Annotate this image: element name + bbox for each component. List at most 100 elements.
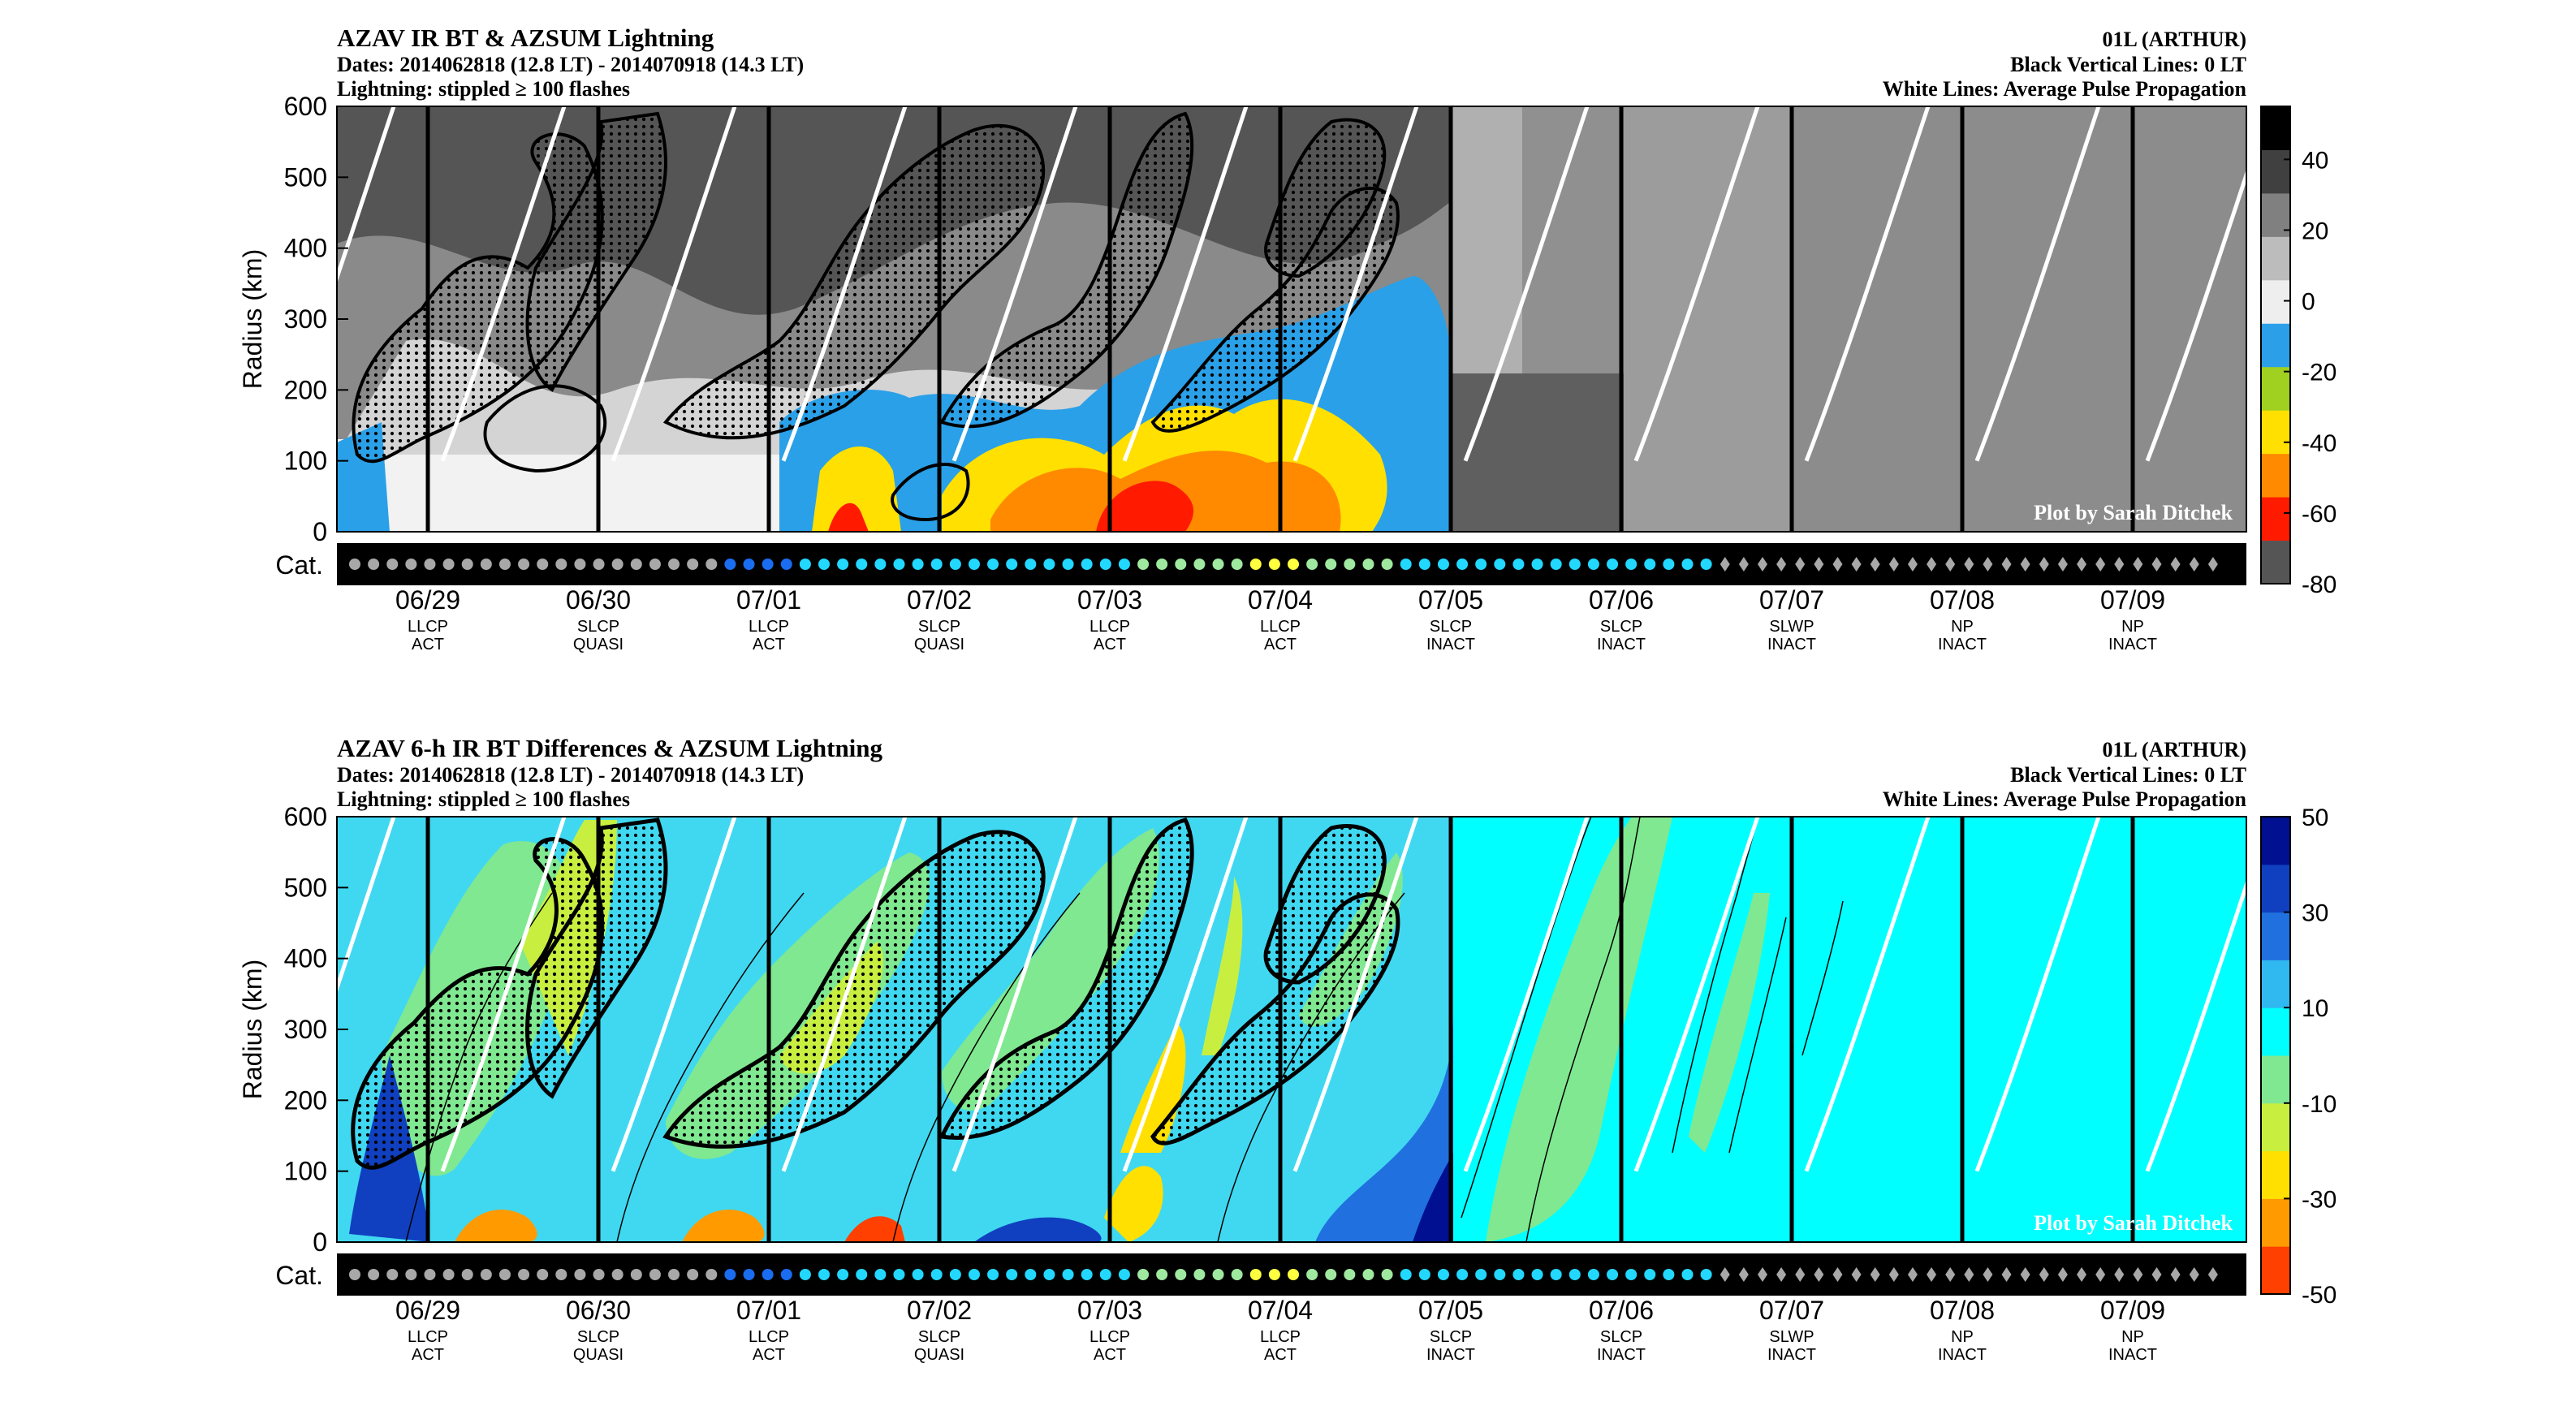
y-tick-label: 500 [284, 162, 327, 192]
colorbar-segment [2261, 1198, 2290, 1247]
category-dot [1437, 1269, 1449, 1280]
category-dot [1193, 559, 1206, 570]
category-dot [349, 559, 360, 570]
category-dot [1607, 559, 1619, 570]
x-date-label: 07/03 [1077, 1296, 1142, 1325]
colorbar-tick-label: -50 [2302, 1282, 2337, 1309]
category-diamond [1870, 557, 1880, 572]
colorbar-tick-label: -40 [2302, 430, 2337, 457]
category-diamond [2207, 1267, 2218, 1282]
category-dot [743, 1269, 755, 1280]
x-date-label: 07/04 [1248, 585, 1313, 615]
category-dot [1568, 1269, 1581, 1280]
category-dot [687, 559, 699, 570]
x-date-label: 06/29 [395, 1296, 460, 1325]
colorbar-tick-label: 10 [2302, 995, 2328, 1022]
top-credit: Plot by Sarah Ditchek [2034, 501, 2233, 524]
category-diamond [1795, 557, 1806, 572]
category-dot [1137, 559, 1150, 570]
category-dot [1156, 1269, 1168, 1280]
category-dot [1437, 559, 1449, 570]
colorbar-segment [2261, 149, 2290, 194]
category-dot [1587, 559, 1599, 570]
bottom-subtitle-lightning: Lightning: stippled ≥ 100 flashes [337, 787, 630, 811]
propagation-line [781, 106, 908, 462]
colorbar-segment [2261, 497, 2290, 541]
colorbar-segment [2261, 960, 2290, 1008]
category-dot [1268, 1269, 1280, 1280]
category-diamond [1738, 557, 1749, 572]
top-propagation-lines [337, 106, 2246, 462]
bottom-category-markers [349, 1267, 2218, 1282]
x-activity-label: INACT [1597, 636, 1646, 654]
category-diamond [1832, 1267, 1843, 1282]
category-dot [611, 1269, 624, 1280]
colorbar-segment [2261, 864, 2290, 913]
category-dot [1550, 1269, 1562, 1280]
x-phase-label: NP [1951, 1328, 1974, 1346]
category-dot [1418, 559, 1430, 570]
category-dot [893, 1269, 905, 1280]
x-phase-label: NP [2121, 1328, 2144, 1346]
category-dot [724, 559, 736, 570]
category-dot [1099, 1269, 1111, 1280]
category-diamond [1814, 557, 1824, 572]
colorbar-segment [2261, 1246, 2290, 1295]
category-dot [1025, 1269, 1037, 1280]
category-diamond [1945, 1267, 1956, 1282]
category-diamond [1927, 557, 1937, 572]
y-tick-label: 200 [284, 1085, 327, 1115]
x-phase-label: NP [1951, 618, 1974, 636]
category-dot [912, 559, 924, 570]
category-diamond [1758, 557, 1767, 572]
x-activity-label: INACT [2108, 636, 2157, 654]
category-diamond [2151, 557, 2162, 572]
colorbar-tick-label: 40 [2302, 147, 2328, 174]
category-dot [818, 559, 830, 570]
x-activity-label: ACT [412, 1346, 444, 1364]
category-dot [1212, 1269, 1224, 1280]
x-date-label: 07/09 [2100, 1296, 2165, 1325]
category-dot [461, 559, 473, 570]
propagation-line [1292, 817, 1419, 1172]
y-tick-label: 100 [284, 446, 327, 476]
category-dot [649, 1269, 661, 1280]
colorbar-tick-label: -20 [2302, 360, 2337, 386]
category-dot [987, 1269, 999, 1280]
category-dot [856, 1269, 868, 1280]
x-phase-label: SLWP [1769, 1328, 1814, 1346]
category-dot [1175, 1269, 1187, 1280]
category-dot [818, 1269, 830, 1280]
propagation-line [1974, 817, 2101, 1172]
category-dot [630, 1269, 642, 1280]
category-dot [574, 559, 586, 570]
category-dot [1418, 1269, 1430, 1280]
category-dot [930, 1269, 943, 1280]
bottom-thin-contours [405, 817, 1844, 1242]
category-dot [405, 559, 417, 570]
category-dot [1025, 559, 1037, 570]
category-dot [424, 559, 436, 570]
category-diamond [1945, 557, 1956, 572]
category-diamond [1907, 557, 1918, 572]
x-phase-label: LLCP [408, 1328, 448, 1346]
category-dot [1062, 1269, 1074, 1280]
x-activity-label: ACT [1094, 636, 1126, 654]
x-activity-label: INACT [1767, 1346, 1816, 1364]
category-dot [856, 559, 868, 570]
category-dot [1494, 559, 1506, 570]
category-diamond [1776, 1267, 1787, 1282]
y-tick-label: 300 [284, 1015, 327, 1044]
bottom-colorbar: 50 30 10 -10 -30 -50 [2260, 805, 2337, 1309]
top-0lt-lines [425, 106, 2135, 532]
x-phase-label: LLCP [408, 618, 448, 636]
y-tick-label: 500 [284, 873, 327, 902]
category-dot [442, 1269, 455, 1280]
x-activity-label: ACT [412, 636, 444, 654]
category-dot [1137, 1269, 1150, 1280]
category-dot [1681, 1269, 1694, 1280]
x-date-label: 07/08 [1930, 1296, 1995, 1325]
category-dot [1043, 1269, 1055, 1280]
category-diamond [2039, 557, 2049, 572]
category-diamond [2207, 557, 2218, 572]
